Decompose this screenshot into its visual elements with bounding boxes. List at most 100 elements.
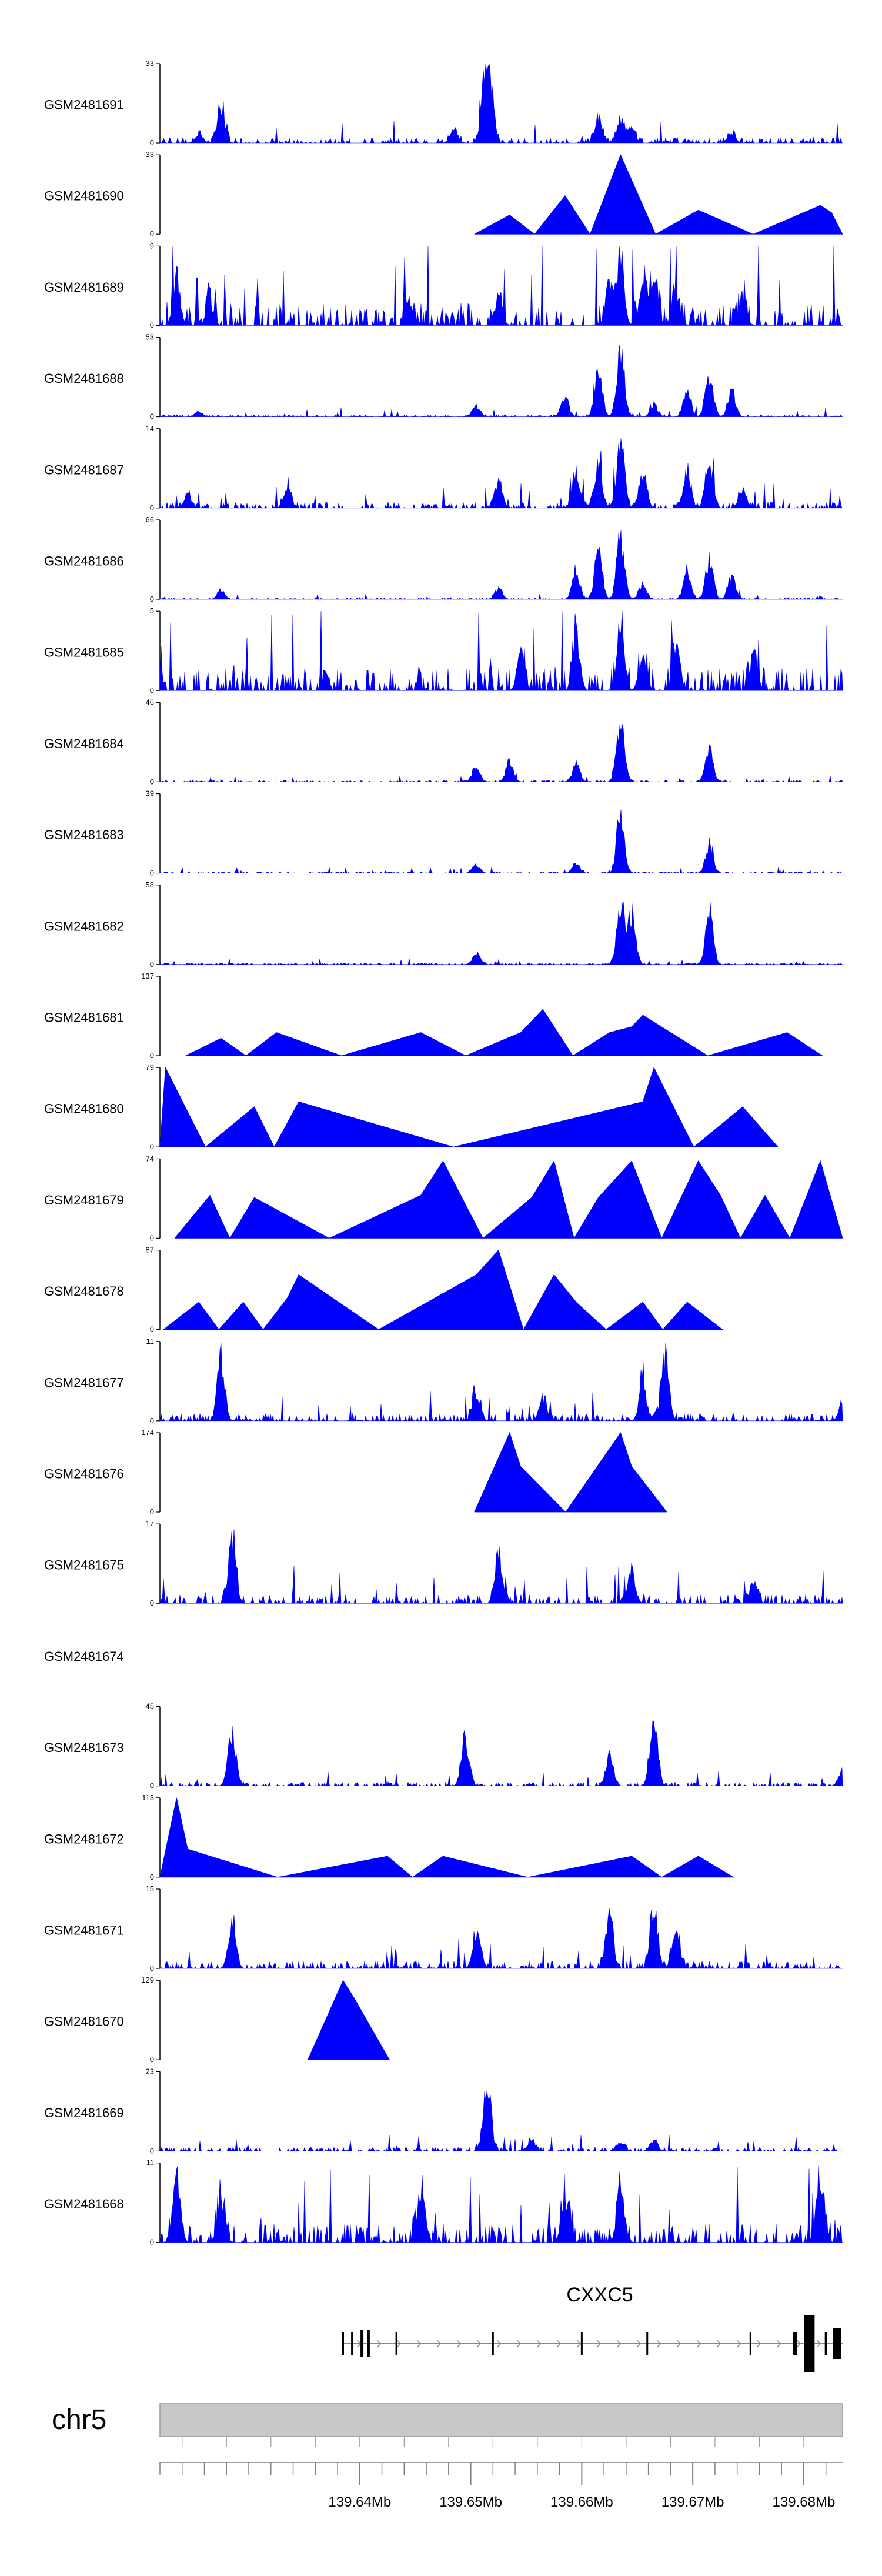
strand-arrow — [816, 2340, 821, 2348]
track-GSM2481684: GSM2481684 46 0 — [44, 698, 843, 786]
strand-arrow — [736, 2340, 741, 2348]
track-GSM2481687: GSM2481687 14 0 — [44, 424, 843, 512]
y-tick-label-zero: 0 — [150, 1964, 154, 1973]
strand-arrow — [776, 2340, 781, 2348]
y-tick-label-max: 11 — [146, 1337, 155, 1346]
coverage-area — [159, 344, 843, 418]
y-tick-label-max: 15 — [146, 1884, 154, 1893]
track-GSM2481672: GSM2481672 113 0 — [44, 1793, 735, 1881]
strand-arrow — [756, 2340, 761, 2348]
gene-exon — [360, 2330, 364, 2357]
y-tick-label-zero: 0 — [150, 2146, 154, 2155]
track-label: GSM2481669 — [44, 2105, 124, 2120]
gene-exon — [804, 2315, 815, 2372]
track-label: GSM2481672 — [44, 1831, 124, 1846]
strand-arrow — [696, 2340, 701, 2348]
strand-arrow — [636, 2340, 642, 2348]
track-GSM2481679: GSM2481679 74 0 — [44, 1154, 843, 1242]
gene-label: CXXC5 — [566, 2284, 633, 2306]
y-tick-label-zero: 0 — [150, 869, 154, 877]
y-tick-label-max: 5 — [150, 606, 154, 615]
gene-exon — [580, 2332, 583, 2355]
coverage-area — [159, 1066, 779, 1148]
y-tick-label-zero: 0 — [150, 686, 154, 695]
y-tick-label-max: 17 — [146, 1519, 154, 1528]
strand-arrow — [516, 2340, 522, 2348]
track-GSM2481689: GSM2481689 9 0 — [44, 241, 843, 329]
y-tick-label-max: 23 — [146, 2067, 154, 2076]
y-tick-label-zero: 0 — [150, 229, 154, 238]
strand-arrow — [796, 2340, 801, 2348]
strand-arrow — [396, 2340, 402, 2348]
track-label: GSM2481673 — [44, 1740, 124, 1755]
x-tick-label: 139.66Mb — [550, 2494, 613, 2510]
y-tick-label-max: 174 — [141, 1428, 154, 1437]
track-label: GSM2481691 — [44, 98, 124, 112]
track-GSM2481691: GSM2481691 33 0 — [44, 59, 843, 147]
coverage-area — [159, 901, 843, 965]
y-tick-label-max: 113 — [142, 1793, 154, 1802]
x-tick-label: 139.64Mb — [328, 2494, 391, 2510]
track-label: GSM2481682 — [44, 919, 124, 933]
coverage-area — [159, 438, 843, 509]
y-tick-label-max: 46 — [146, 698, 154, 706]
track-GSM2481680: GSM2481680 79 0 — [44, 1063, 779, 1151]
coverage-area — [174, 1160, 843, 1239]
track-label: GSM2481678 — [44, 1284, 124, 1299]
y-tick-label-zero: 0 — [150, 1781, 154, 1790]
coverage-area — [159, 1529, 843, 1604]
y-tick-label-max: 9 — [150, 241, 154, 250]
strand-arrow — [496, 2340, 502, 2348]
chromosome-label: chr5 — [52, 2404, 106, 2435]
y-tick-label-zero: 0 — [150, 1599, 154, 1607]
x-tick-label: 139.68Mb — [773, 2494, 836, 2510]
track-label: GSM2481668 — [44, 2197, 124, 2211]
gene-exon — [833, 2328, 841, 2359]
strand-arrow — [616, 2340, 622, 2348]
track-GSM2481675: GSM2481675 17 0 — [44, 1519, 843, 1607]
track-label: GSM2481685 — [44, 645, 124, 660]
track-GSM2481669: GSM2481669 23 0 — [44, 2067, 843, 2155]
track-label: GSM2481674 — [44, 1649, 124, 1664]
track-label: GSM2481688 — [44, 371, 124, 386]
track-GSM2481671: GSM2481671 15 0 — [44, 1884, 843, 1973]
y-tick-label-zero: 0 — [150, 1051, 154, 1060]
strand-arrow — [476, 2340, 482, 2348]
strand-arrow — [676, 2340, 681, 2348]
y-tick-label-max: 11 — [146, 2158, 155, 2167]
y-tick-label-max: 33 — [146, 150, 154, 159]
coverage-area — [159, 246, 843, 326]
strand-arrow — [456, 2340, 462, 2348]
coverage-area — [159, 530, 843, 600]
track-label: GSM2481681 — [44, 1010, 124, 1025]
track-GSM2481686: GSM2481686 66 0 — [44, 515, 843, 603]
coverage-area — [159, 1908, 843, 1970]
track-label: GSM2481687 — [44, 462, 124, 477]
gene-exon — [367, 2330, 370, 2357]
gene-exon — [824, 2332, 827, 2355]
x-tick-label: 139.65Mb — [439, 2494, 502, 2510]
track-label: GSM2481686 — [44, 554, 124, 569]
track-GSM2481678: GSM2481678 87 0 — [44, 1246, 723, 1334]
y-tick-label-max: 137 — [141, 972, 154, 980]
coverage-area — [308, 1980, 390, 2060]
coverage-area — [159, 809, 843, 874]
coverage-area — [159, 63, 843, 144]
y-tick-label-zero: 0 — [150, 1416, 154, 1425]
y-tick-label-zero: 0 — [150, 777, 154, 786]
strand-arrow — [576, 2340, 582, 2348]
coverage-area — [474, 154, 843, 235]
track-label: GSM2481690 — [44, 189, 124, 203]
strand-arrow — [556, 2340, 562, 2348]
y-tick-label-max: 58 — [146, 880, 154, 889]
coverage-area — [159, 1342, 843, 1422]
strand-arrow — [536, 2340, 542, 2348]
track-GSM2481674: GSM2481674 — [44, 1649, 124, 1664]
gene-exon — [395, 2332, 397, 2355]
track-label: GSM2481676 — [44, 1467, 124, 1481]
track-label: GSM2481680 — [44, 1102, 124, 1116]
y-tick-label-zero: 0 — [150, 2055, 154, 2064]
track-GSM2481670: GSM2481670 129 0 — [44, 1976, 390, 2064]
